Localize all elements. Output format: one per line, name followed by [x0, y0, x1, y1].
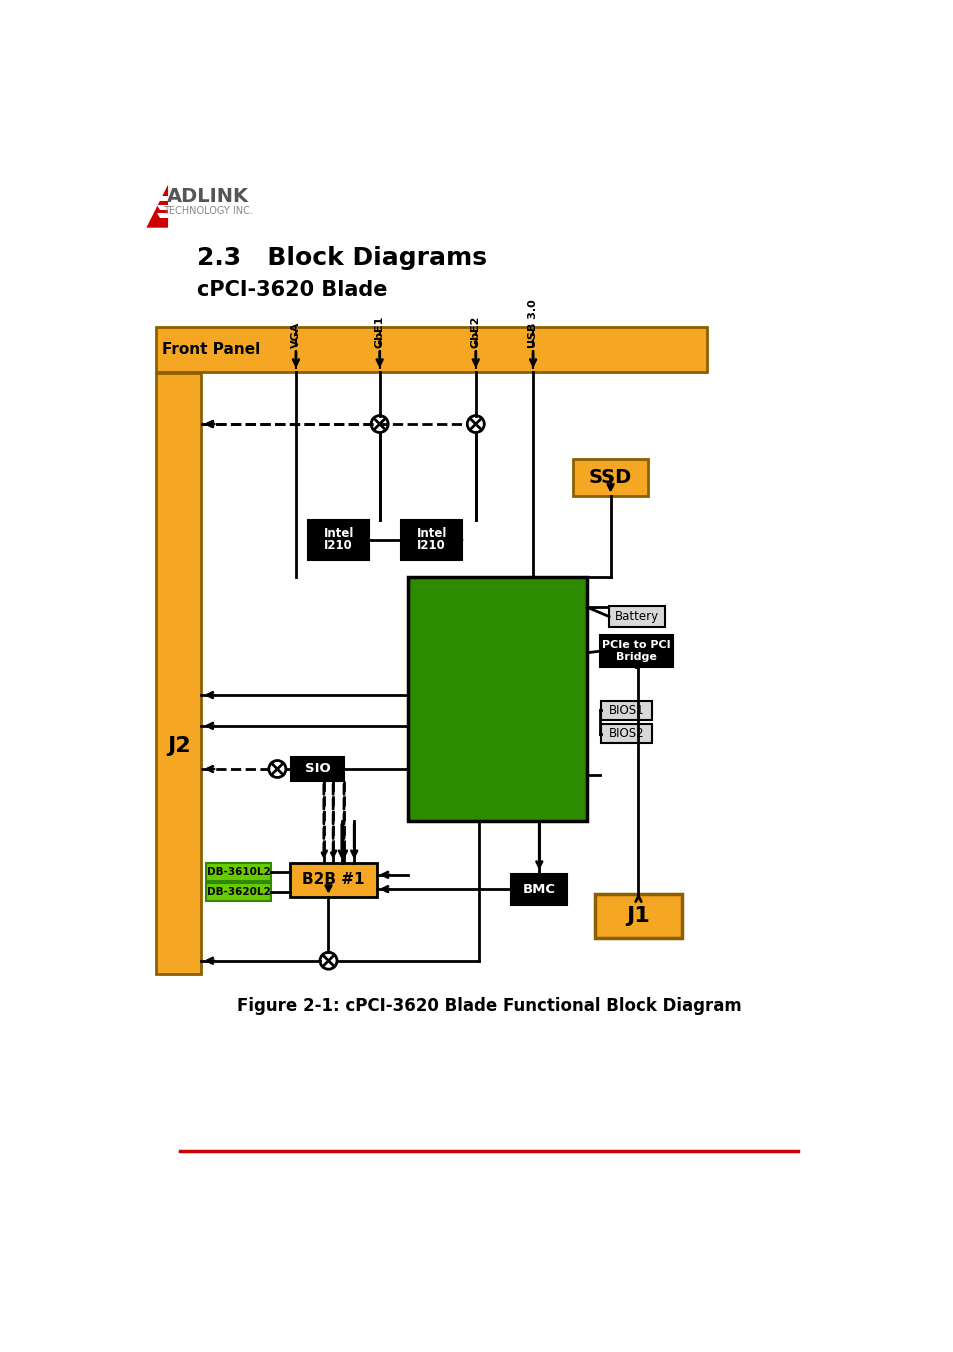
FancyBboxPatch shape	[608, 606, 664, 627]
FancyBboxPatch shape	[308, 519, 369, 560]
FancyBboxPatch shape	[407, 576, 587, 822]
Polygon shape	[157, 196, 168, 200]
Polygon shape	[146, 185, 168, 227]
Text: J1: J1	[626, 906, 650, 926]
Text: Battery: Battery	[615, 610, 659, 623]
Text: TECHNOLOGY INC.: TECHNOLOGY INC.	[163, 206, 253, 216]
FancyBboxPatch shape	[156, 327, 706, 372]
FancyBboxPatch shape	[401, 519, 461, 560]
Text: SSD: SSD	[588, 468, 632, 488]
Text: 2.3   Block Diagrams: 2.3 Block Diagrams	[196, 246, 486, 269]
Text: BMC: BMC	[522, 883, 556, 895]
Polygon shape	[157, 206, 168, 210]
Text: B2B #1: B2B #1	[301, 872, 364, 887]
Text: GbE1: GbE1	[375, 315, 384, 347]
Text: PCIe to PCI: PCIe to PCI	[601, 639, 670, 650]
Text: Intel: Intel	[416, 527, 446, 539]
FancyBboxPatch shape	[599, 635, 672, 668]
FancyBboxPatch shape	[595, 894, 681, 938]
Text: BIOS2: BIOS2	[608, 727, 644, 740]
FancyBboxPatch shape	[206, 883, 271, 902]
Polygon shape	[157, 214, 168, 218]
Text: Figure 2-1: cPCI-3620 Blade Functional Block Diagram: Figure 2-1: cPCI-3620 Blade Functional B…	[236, 998, 740, 1015]
FancyBboxPatch shape	[290, 863, 376, 896]
Text: Front Panel: Front Panel	[161, 342, 259, 357]
FancyBboxPatch shape	[511, 873, 567, 904]
Text: ADLINK: ADLINK	[167, 188, 249, 207]
FancyBboxPatch shape	[291, 757, 344, 781]
Text: cPCI-3620 Blade: cPCI-3620 Blade	[196, 280, 387, 300]
FancyBboxPatch shape	[206, 863, 271, 882]
Text: BIOS1: BIOS1	[608, 704, 644, 717]
Text: VGA: VGA	[291, 322, 300, 347]
Text: SIO: SIO	[304, 763, 330, 776]
FancyBboxPatch shape	[600, 702, 652, 719]
FancyBboxPatch shape	[600, 725, 652, 742]
FancyBboxPatch shape	[573, 460, 647, 496]
Text: USB 3.0: USB 3.0	[528, 299, 537, 347]
Text: DB-3610L2: DB-3610L2	[207, 867, 271, 877]
Text: Bridge: Bridge	[615, 653, 656, 662]
Text: I210: I210	[416, 539, 445, 552]
Text: GbE2: GbE2	[470, 315, 480, 347]
Text: Intel: Intel	[323, 527, 354, 539]
Text: I210: I210	[324, 539, 353, 552]
Text: J2: J2	[167, 735, 191, 756]
Text: DB-3620L2: DB-3620L2	[207, 887, 271, 898]
FancyBboxPatch shape	[156, 373, 201, 973]
